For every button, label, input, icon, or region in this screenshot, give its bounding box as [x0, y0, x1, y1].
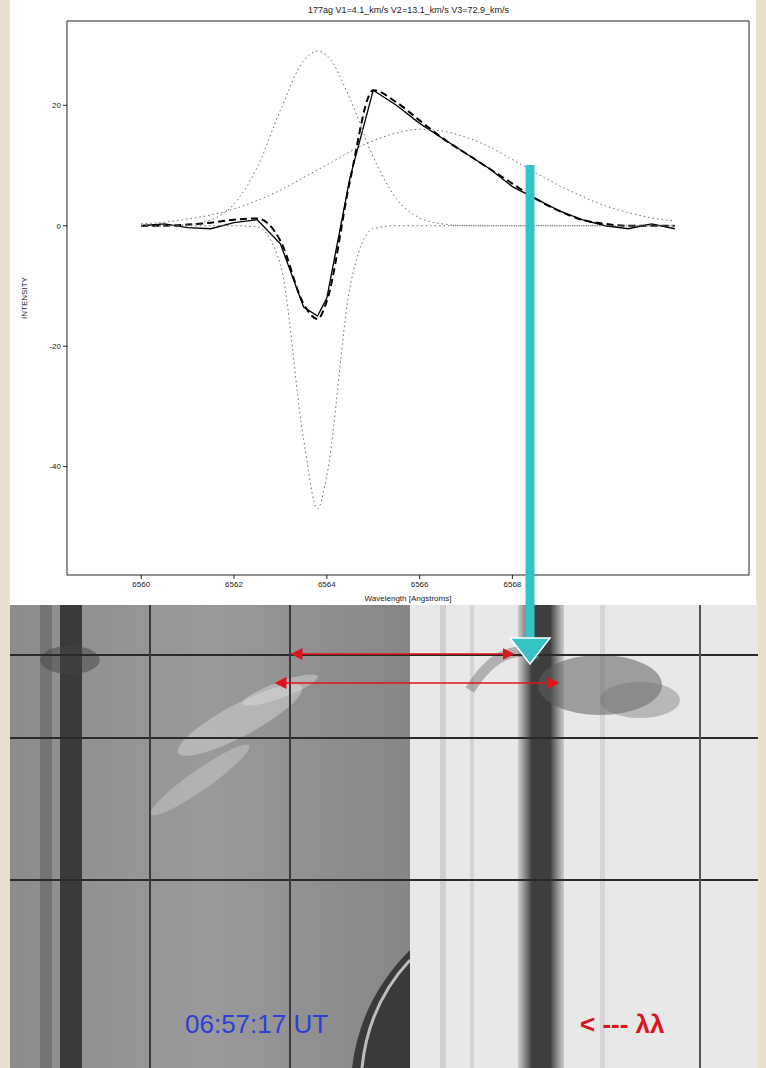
- svg-text:-20: -20: [49, 342, 61, 351]
- svg-text:6562: 6562: [225, 580, 243, 589]
- svg-text:< --- λλ: < --- λλ: [580, 1009, 665, 1039]
- svg-text:6568: 6568: [503, 580, 521, 589]
- svg-text:INTENSITY: INTENSITY: [20, 276, 29, 318]
- svg-text:6566: 6566: [411, 580, 429, 589]
- svg-text:-40: -40: [49, 462, 61, 471]
- svg-text:Wavelength [Angstroms]: Wavelength [Angstroms]: [365, 594, 452, 603]
- svg-text:0: 0: [57, 222, 62, 231]
- html-text:177ag V1=4.1_km/s V2=13.1_km/s: 177ag V1=4.1_km/s V2=13.1_km/s V3=72.9_k…: [308, 5, 509, 15]
- svg-text:06:57:17 UT: 06:57:17 UT: [185, 1009, 328, 1039]
- svg-text:20: 20: [52, 101, 61, 110]
- svg-text:6560: 6560: [132, 580, 150, 589]
- svg-text:6564: 6564: [318, 580, 336, 589]
